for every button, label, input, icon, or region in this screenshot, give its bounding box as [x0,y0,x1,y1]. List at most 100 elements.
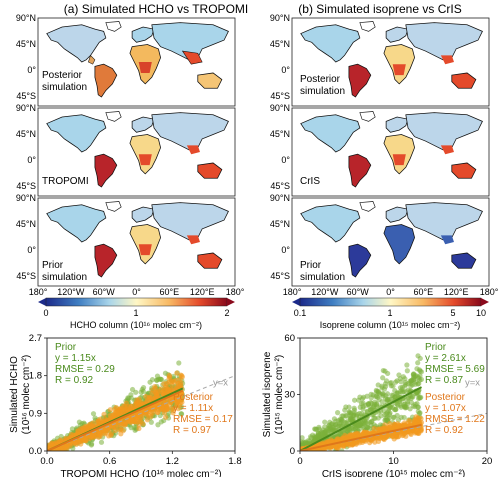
right-map-3-label-2: simulation [300,272,345,283]
prior-point [140,385,147,391]
right-lat-45n-3: 45°N [270,219,290,229]
prior-point [326,425,332,432]
posterior-point [152,406,158,412]
right-cb-tick-0: 0.1 [294,308,307,318]
posterior-point [372,439,378,445]
posterior-point [174,370,180,376]
lonR-tick-1: 120°W [311,287,339,297]
right-lat-90n-3: 90°N [270,193,290,203]
prior-point [331,416,338,422]
prior-point [300,435,305,441]
lonL-tick-2: 60°W [93,287,116,297]
prior-point [372,415,378,421]
prior-point [376,390,382,396]
prior-point [386,411,393,418]
left-map-3: Prior simulation [37,197,236,287]
left-lat-45n-2: 45°N [16,129,36,139]
prior-point [393,407,399,413]
y-axis-label: (10¹⁶ molec cm⁻²) [21,355,32,434]
one-to-one-label: y=x [213,377,228,388]
prior-point [90,411,97,417]
posterior-point [412,430,418,436]
prior-stats-line: y = 1.15x [55,353,96,364]
posterior-point [161,410,168,416]
left-lat-45s-2: 45°S [16,181,36,191]
prior-point [322,419,328,425]
y-tick-label: 1.8 [29,371,42,382]
prior-stats-line: Prior [55,342,77,353]
posterior-stats-line: RMSE = 1.22 [425,414,485,425]
left-lat-0-1: 0° [27,65,36,75]
prior-point [357,404,363,410]
y-tick-label: 60 [284,333,295,344]
x-tick-label: 0.0 [40,456,53,467]
prior-point [339,448,345,451]
x-tick-label: 1.8 [228,456,241,467]
posterior-point [107,407,113,413]
posterior-point [166,372,172,378]
right-lat-0-3: 0° [281,245,290,255]
left-map-2: TROPOMI [37,107,236,197]
prior-point [404,368,410,374]
posterior-point [123,400,130,406]
prior-stats-line: RMSE = 5.69 [425,364,485,375]
posterior-point [90,423,96,430]
prior-point [138,389,144,395]
right-colorbar: 0.1 1 5 10 Isoprene column (10¹⁵ molec c… [292,297,489,330]
prior-point [394,390,400,396]
prior-point [390,414,396,421]
posterior-point [147,395,153,401]
left-map-3-label-1: Prior [42,260,64,271]
right-cb-tick-1: 1 [387,308,392,318]
prior-point [404,399,410,405]
posterior-stats-line: R = 0.97 [173,425,212,436]
lonL-tick-1: 120°W [57,287,85,297]
posterior-point [165,387,172,393]
y-axis-label: (10¹⁵ molec cm⁻²) [274,355,285,434]
prior-point [359,410,365,417]
posterior-fit-line [300,423,422,451]
lonR-tick-3: 0° [386,287,395,297]
posterior-point [412,420,418,427]
prior-point [394,412,400,419]
right-lat-0-1: 0° [281,65,290,75]
prior-point [399,389,405,395]
prior-point [368,395,374,401]
posterior-point [418,428,424,434]
prior-point [357,394,363,400]
posterior-point [111,412,117,419]
right-map-1-label-1: Posterior [300,74,341,85]
posterior-point [118,431,124,437]
posterior-point [173,402,180,409]
posterior-point [353,440,359,446]
prior-point [340,413,346,419]
lonL-tick-4: 60°E [160,287,180,297]
right-lat-90n-1: 90°N [270,13,290,23]
prior-point [415,360,421,366]
prior-point [333,422,339,428]
prior-point [416,395,422,402]
left-map-2-label-1: TROPOMI [42,176,89,187]
right-lat-45n-2: 45°N [270,129,290,139]
x-tick-label: 10 [388,456,399,467]
x-tick-label: 1.2 [166,456,179,467]
prior-point [414,400,420,407]
left-map-1-label-1: Posterior [42,70,83,81]
left-lat-0-2: 0° [27,155,36,165]
lonR-tick-2: 60°W [347,287,370,297]
left-lat-45s-3: 45°S [16,271,36,281]
right-map-3: Prior simulation [291,197,490,287]
left-cb-label: HCHO column (10¹⁶ molec cm⁻²) [70,320,202,330]
prior-point [365,401,371,407]
prior-point [417,355,423,362]
posterior-point [395,422,401,429]
x-axis-label: CrIS isoprene (10¹⁵ molec cm⁻²) [322,469,465,477]
prior-point [348,411,354,417]
posterior-stats-line: R = 0.92 [425,425,464,436]
prior-point [362,420,368,427]
prior-point [162,370,169,376]
posterior-stats-line: Posterior [173,392,214,403]
posterior-point [82,423,88,430]
posterior-point [127,407,133,413]
posterior-point [129,417,135,423]
